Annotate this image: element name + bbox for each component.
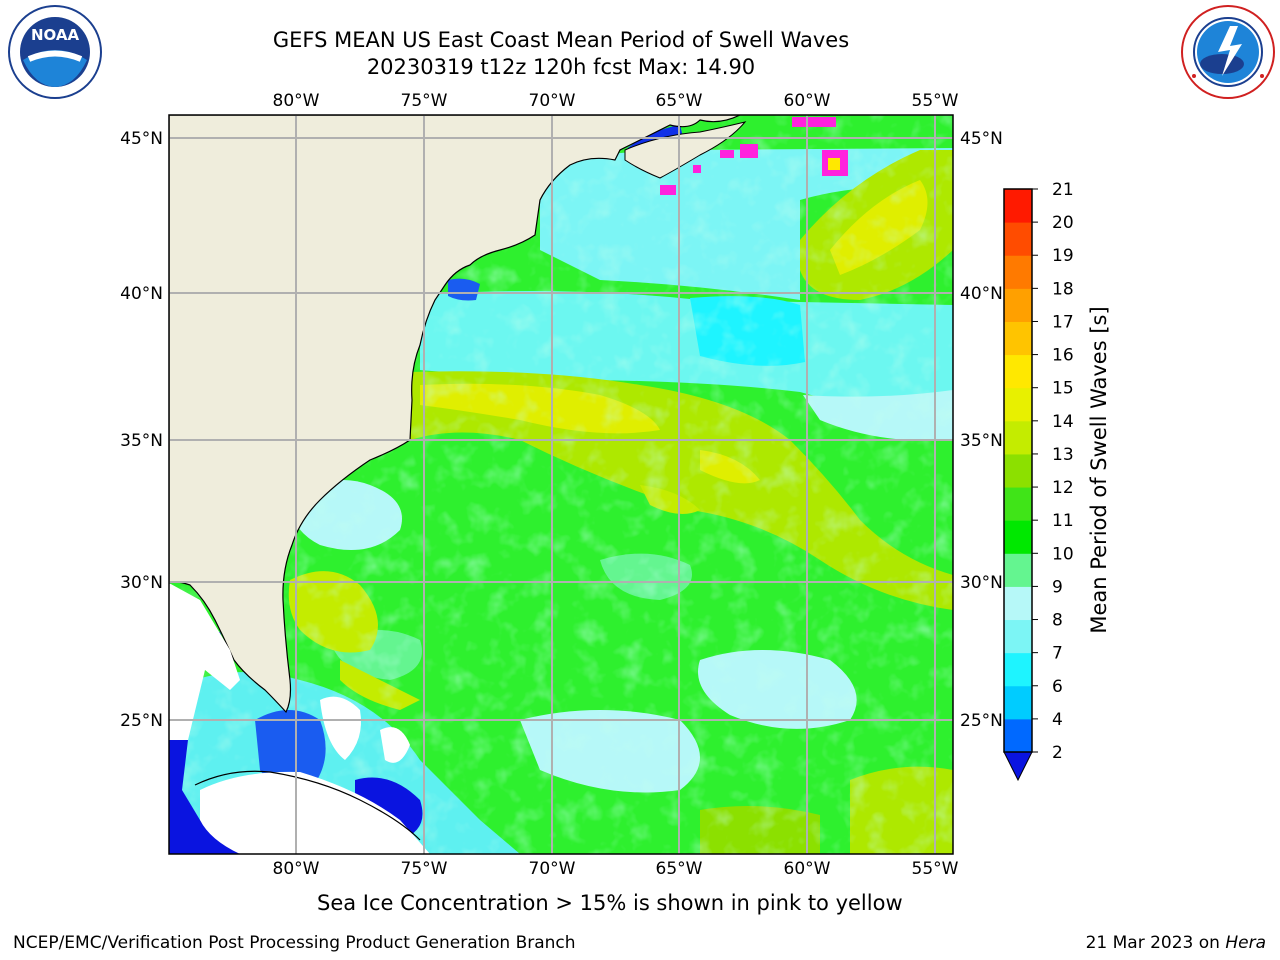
lat-label: 30°N <box>120 573 163 593</box>
lon-label: 80°W <box>273 91 320 111</box>
colorbar-block <box>1004 520 1032 554</box>
lon-label: 75°W <box>401 859 448 879</box>
colorbar-block <box>1004 387 1032 422</box>
lon-label: 60°W <box>784 859 831 879</box>
colorbar-tick-label: 20 <box>1052 213 1074 233</box>
colorbar-block <box>1004 420 1032 455</box>
sea-ice-note: Sea Ice Concentration > 15% is shown in … <box>317 891 903 915</box>
lon-label: 80°W <box>273 859 320 879</box>
footer-host: Hera <box>1225 933 1266 953</box>
noaa-logo-icon: NOAA <box>8 5 102 99</box>
colorbar-tick-label: 12 <box>1052 478 1074 498</box>
colorbar-blocks <box>1004 189 1032 753</box>
sea-ice-markers <box>660 117 848 195</box>
colorbar-tick-label: 18 <box>1052 279 1074 299</box>
footer-date-text: 21 Mar 2023 on <box>1085 933 1220 953</box>
colorbar-tick-label: 7 <box>1052 644 1063 664</box>
colorbar-ticks: 2 4 6 7 8 9 10 11 12 13 14 15 16 17 18 19 20 21 <box>1032 180 1074 763</box>
lon-label: 55°W <box>912 91 959 111</box>
colorbar-block <box>1004 255 1032 289</box>
colorbar-block <box>1004 685 1032 720</box>
lat-labels-right: 45°N 40°N 35°N 30°N 25°N <box>960 129 1003 731</box>
lat-label: 25°N <box>960 711 1003 731</box>
lat-label: 40°N <box>960 284 1003 304</box>
lon-label: 65°W <box>656 859 703 879</box>
colorbar-block <box>1004 586 1032 621</box>
colorbar-block <box>1004 354 1032 389</box>
colorbar-tick-label: 13 <box>1052 445 1074 465</box>
colorbar-label: Mean Period of Swell Waves [s] <box>1087 306 1111 633</box>
gulf-no-data <box>169 583 240 740</box>
colorbar-frame <box>1003 188 1033 753</box>
colorbar-block <box>1004 553 1032 587</box>
colorbar-block <box>1004 487 1032 521</box>
map-frame <box>168 114 954 855</box>
colorbar-block <box>1004 288 1032 322</box>
colorbar-block <box>1004 321 1032 356</box>
lat-label: 25°N <box>120 711 163 731</box>
caribbean-no-data <box>200 696 430 854</box>
lat-label: 45°N <box>120 129 163 149</box>
colorbar-tick-label: 8 <box>1052 611 1063 631</box>
colorbar-tick-label: 2 <box>1052 743 1063 763</box>
colorbar-tick-label: 15 <box>1052 379 1074 399</box>
map-plot-area <box>169 115 953 854</box>
footer-credit: NCEP/EMC/Verification Post Processing Pr… <box>13 933 576 953</box>
colorbar-block <box>1004 453 1032 488</box>
map-subtitle: 20230319 t12z 120h fcst Max: 14.90 <box>366 55 756 79</box>
colorbar: 2 4 6 7 8 9 10 11 12 13 14 15 16 17 18 19 20 21 Mean Peri… <box>1003 180 1111 782</box>
colorbar-tick-label: 19 <box>1052 246 1074 266</box>
colorbar-tick-label: 4 <box>1052 710 1063 730</box>
lon-label: 55°W <box>912 859 959 879</box>
footer-date: 21 Mar 2023 on Hera <box>1086 933 1266 953</box>
colorbar-tick-label: 21 <box>1052 180 1074 200</box>
land-nova-scotia <box>624 121 747 179</box>
lat-labels-left: 45°N 40°N 35°N 30°N 25°N <box>120 129 163 731</box>
lon-label: 75°W <box>401 91 448 111</box>
lon-label: 60°W <box>784 91 831 111</box>
colorbar-tick-label: 11 <box>1052 511 1074 531</box>
colorbar-tick-label: 9 <box>1052 577 1063 597</box>
colorbar-block <box>1004 189 1032 223</box>
lon-labels-top: 80°W 75°W 70°W 65°W 60°W 55°W <box>273 91 959 111</box>
colorbar-tick-label: 16 <box>1052 346 1074 366</box>
colorbar-block <box>1004 619 1032 654</box>
lon-labels-bottom: 80°W 75°W 70°W 65°W 60°W 55°W <box>273 859 959 879</box>
colorbar-tick-label: 10 <box>1052 544 1074 564</box>
land-north-america <box>169 115 741 714</box>
colorbar-tick-label: 6 <box>1052 677 1063 697</box>
colorbar-tick-label: 17 <box>1052 312 1074 332</box>
colorbar-block <box>1004 718 1032 753</box>
map-title: GEFS MEAN US East Coast Mean Period of S… <box>272 28 850 52</box>
graticule <box>169 115 953 854</box>
lat-label: 30°N <box>960 573 1003 593</box>
colorbar-under-arrow <box>1003 751 1033 782</box>
noaa-logo-text: NOAA <box>31 26 80 44</box>
lat-label: 45°N <box>960 129 1003 149</box>
nws-logo-icon <box>1181 5 1275 99</box>
lat-label: 35°N <box>960 431 1003 451</box>
lon-label: 65°W <box>656 91 703 111</box>
colorbar-block <box>1004 222 1032 256</box>
lon-label: 70°W <box>529 859 576 879</box>
colorbar-block <box>1004 652 1032 687</box>
colorbar-tick-label: 14 <box>1052 412 1074 432</box>
lat-label: 40°N <box>120 284 163 304</box>
cuba-coastline <box>194 770 421 841</box>
lat-label: 35°N <box>120 431 163 451</box>
lon-label: 70°W <box>529 91 576 111</box>
